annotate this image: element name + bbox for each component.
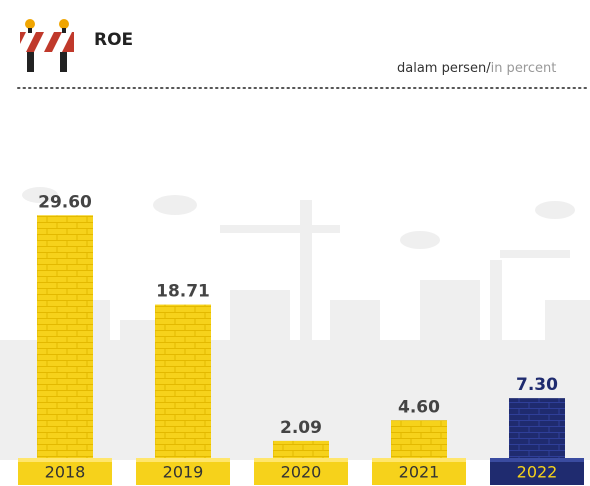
category-label: 2021	[399, 463, 440, 482]
category-box	[490, 458, 584, 485]
category-label: 2018	[45, 463, 86, 482]
value-label: 29.60	[38, 192, 92, 212]
category-label: 2020	[281, 463, 322, 482]
category-label: 2019	[163, 463, 204, 482]
category-box	[372, 458, 466, 485]
city-background	[0, 187, 590, 460]
category-shelf	[136, 458, 230, 462]
unit-note: dalam persen/in percent	[397, 61, 556, 76]
value-label: 2.09	[280, 418, 322, 438]
category-shelf	[490, 458, 584, 462]
category-label: 2022	[517, 463, 558, 482]
category-shelf	[372, 458, 466, 462]
bar	[155, 304, 211, 458]
category-box	[18, 458, 112, 485]
category-shelf	[18, 458, 112, 462]
chart-title: ROE	[94, 30, 133, 50]
value-label: 7.30	[516, 375, 558, 395]
value-label: 4.60	[398, 397, 440, 417]
unit-primary: dalam persen/	[397, 61, 491, 76]
category-shelf	[254, 458, 348, 462]
barricade-icon	[16, 19, 74, 72]
unit-secondary: in percent	[491, 61, 557, 76]
header-bg	[0, 0, 590, 88]
category-box	[136, 458, 230, 485]
bar	[37, 215, 93, 458]
bar	[273, 440, 329, 458]
value-label: 18.71	[156, 282, 210, 302]
bar	[391, 420, 447, 458]
bar	[509, 398, 565, 458]
category-box	[254, 458, 348, 485]
